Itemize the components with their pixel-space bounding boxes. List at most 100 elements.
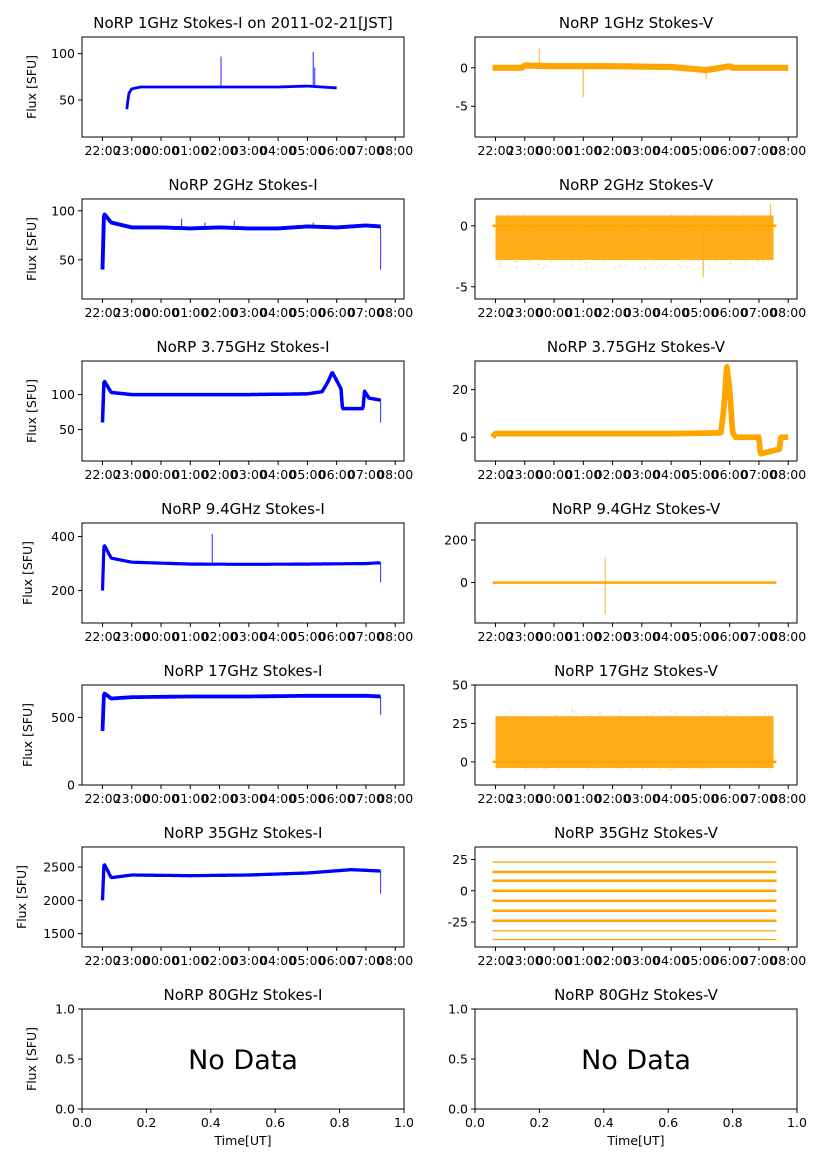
- noise-point: [763, 755, 765, 757]
- noise-point: [525, 233, 527, 235]
- x-tick-label: 00:00: [143, 143, 179, 158]
- noise-point: [741, 769, 742, 771]
- noise-point: [704, 252, 706, 254]
- noise-point: [503, 235, 504, 237]
- noise-point: [552, 246, 554, 248]
- noise-point: [711, 722, 713, 724]
- axes-frame: [81, 846, 405, 948]
- noise-point: [649, 735, 651, 737]
- noise-point: [641, 733, 643, 735]
- noise-point: [565, 237, 567, 239]
- noise-point: [548, 234, 550, 236]
- noise-point: [584, 230, 586, 232]
- noise-point: [713, 747, 714, 749]
- noise-point: [681, 219, 683, 221]
- noise-point: [641, 219, 643, 221]
- noise-point: [573, 248, 575, 250]
- noise-point: [503, 737, 505, 739]
- x-tick-label: 1.0: [787, 1115, 807, 1130]
- noise-point: [646, 758, 648, 760]
- noise-point: [517, 762, 519, 764]
- noise-point: [717, 746, 719, 748]
- x-tick-label: 03:00: [624, 953, 660, 968]
- noise-point: [606, 217, 608, 219]
- noise-point: [618, 266, 620, 268]
- noise-point: [766, 723, 768, 724]
- noise-point: [652, 742, 654, 744]
- y-tick-label: 25: [452, 852, 468, 867]
- noise-point: [638, 767, 640, 769]
- noise-point: [596, 242, 598, 244]
- noise-point: [615, 757, 617, 759]
- noise-point: [758, 724, 760, 726]
- noise-point: [579, 740, 581, 742]
- noise-point: [682, 244, 684, 246]
- x-tick-label: 06:00: [319, 791, 355, 806]
- noise-point: [752, 255, 754, 257]
- noise-point: [583, 242, 585, 244]
- noise-point: [532, 726, 534, 728]
- noise-point: [516, 225, 517, 227]
- subplot-title: NoRP 3.75GHz Stokes-I: [156, 338, 329, 356]
- noise-point: [656, 255, 658, 257]
- x-tick-label: 08:00: [377, 467, 413, 482]
- noise-point: [752, 267, 754, 269]
- x-tick-label: 07:00: [348, 305, 384, 320]
- x-tick-label: 03:00: [624, 629, 660, 644]
- noise-point: [512, 233, 514, 235]
- noise-point: [561, 263, 563, 265]
- y-tick-label: 50: [59, 252, 75, 267]
- noise-point: [629, 254, 631, 256]
- x-tick-label: 22:00: [84, 791, 120, 806]
- y-tick-label: 0: [67, 778, 75, 793]
- noise-point: [525, 738, 527, 740]
- x-tick-label: 04:00: [653, 305, 689, 320]
- y-tick-label: 0: [460, 218, 468, 233]
- noise-point: [708, 768, 710, 770]
- noise-point: [633, 214, 635, 216]
- noise-point: [741, 259, 743, 261]
- y-tick-label: 200: [444, 533, 468, 548]
- x-tick-label: 01:00: [565, 143, 601, 158]
- noise-point: [567, 762, 569, 763]
- noise-point: [535, 749, 537, 751]
- noise-point: [505, 724, 507, 726]
- noise-point: [678, 762, 680, 764]
- noise-point: [563, 250, 565, 252]
- noise-point: [749, 719, 751, 721]
- subplot-11: NoRP 35GHz Stokes-I 1500 2000 2500 22:0023:0…: [14, 824, 413, 968]
- x-tick-label: 02:00: [202, 143, 238, 158]
- noise-point: [727, 759, 729, 761]
- x-tick-label: 08:00: [770, 467, 806, 482]
- noise-point: [505, 218, 506, 220]
- noise-point: [745, 264, 747, 265]
- noise-point: [723, 232, 725, 234]
- x-tick-label: 00:00: [536, 143, 572, 158]
- noise-point: [545, 752, 546, 754]
- series-line: [100, 212, 382, 270]
- noise-point: [637, 744, 639, 746]
- noise-point: [688, 749, 689, 751]
- noise-point: [675, 712, 677, 714]
- noise-point: [651, 730, 653, 732]
- noise-point: [588, 769, 590, 771]
- x-tick-label: 01:00: [565, 305, 601, 320]
- noise-point: [709, 229, 711, 231]
- noise-point: [690, 262, 692, 264]
- noise-point: [748, 731, 749, 733]
- noise-point: [527, 736, 529, 738]
- noise-point: [699, 765, 701, 767]
- noise-point: [629, 718, 631, 720]
- noise-point: [746, 738, 748, 740]
- noise-point: [745, 256, 747, 258]
- noise-point: [696, 248, 698, 250]
- noise-point: [582, 720, 584, 721]
- noise-point: [654, 711, 656, 713]
- x-tick-label: 02:00: [202, 305, 238, 320]
- noise-point: [594, 247, 596, 249]
- x-tick-label: 08:00: [770, 305, 806, 320]
- noise-point: [504, 712, 506, 714]
- noise-point: [688, 231, 690, 232]
- noise-point: [526, 731, 528, 733]
- noise-point: [542, 268, 544, 270]
